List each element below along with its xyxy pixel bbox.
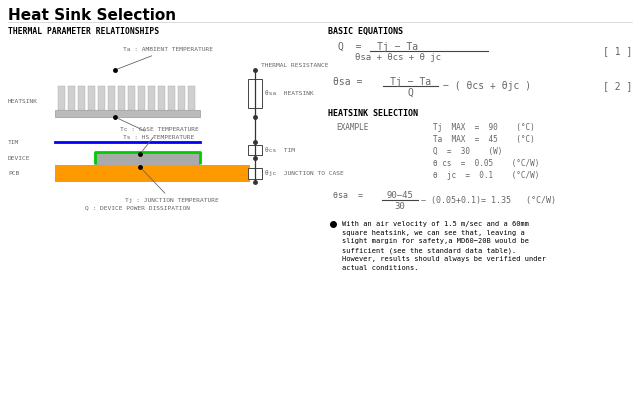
- Bar: [108, 86, 115, 110]
- Text: Tj − Ta: Tj − Ta: [390, 77, 431, 87]
- Text: DEVICE: DEVICE: [8, 156, 31, 161]
- Text: Q : DEVICE POWER DISSIPATION: Q : DEVICE POWER DISSIPATION: [85, 206, 190, 210]
- Text: θsa  =: θsa =: [333, 191, 363, 200]
- Text: 90−45: 90−45: [387, 191, 413, 200]
- Bar: [248, 168, 262, 178]
- Bar: [128, 86, 135, 110]
- Bar: [248, 80, 262, 108]
- Bar: [118, 86, 125, 110]
- Bar: [55, 165, 250, 182]
- Bar: [58, 86, 65, 110]
- Text: Ta : AMBIENT TEMPERATURE: Ta : AMBIENT TEMPERATURE: [118, 47, 213, 69]
- Text: [ 2 ]: [ 2 ]: [603, 81, 632, 91]
- Text: Tj − Ta: Tj − Ta: [378, 42, 419, 52]
- Text: Tj : JUNCTION TEMPERATURE: Tj : JUNCTION TEMPERATURE: [125, 169, 219, 203]
- Bar: [148, 86, 155, 110]
- Text: Tc : CASE TEMPERATURE: Tc : CASE TEMPERATURE: [120, 127, 199, 152]
- Text: TIM: TIM: [8, 140, 19, 144]
- Text: [ 1 ]: [ 1 ]: [603, 46, 632, 56]
- Text: THERMAL RESISTANCE: THERMAL RESISTANCE: [261, 63, 328, 68]
- Text: HEATSINK: HEATSINK: [8, 99, 38, 104]
- Text: θjc  JUNCTION TO CASE: θjc JUNCTION TO CASE: [265, 170, 344, 176]
- Text: − (0.05+0.1)= 1.35   (°C/W): − (0.05+0.1)= 1.35 (°C/W): [421, 196, 556, 204]
- Bar: [88, 86, 95, 110]
- Bar: [178, 86, 185, 110]
- Text: With an air velocity of 1.5 m/sec and a 60mm
square heatsink, we can see that, l: With an air velocity of 1.5 m/sec and a …: [342, 221, 546, 271]
- Bar: [138, 86, 145, 110]
- Text: Ta  MAX  =  45    (°C): Ta MAX = 45 (°C): [433, 135, 535, 144]
- Text: HEATSINK SELECTION: HEATSINK SELECTION: [328, 109, 418, 118]
- Bar: [68, 86, 75, 110]
- Text: 30: 30: [395, 202, 405, 211]
- Bar: [78, 86, 85, 110]
- Text: θsa  HEATSINK: θsa HEATSINK: [265, 91, 314, 96]
- Text: Tj  MAX  =  90    (°C): Tj MAX = 90 (°C): [433, 123, 535, 132]
- Text: THERMAL PARAMETER RELATIONSHIPS: THERMAL PARAMETER RELATIONSHIPS: [8, 27, 159, 36]
- Text: θcs  TIM: θcs TIM: [265, 148, 295, 152]
- Text: Heat Sink Selection: Heat Sink Selection: [8, 8, 176, 23]
- Text: EXAMPLE: EXAMPLE: [336, 123, 369, 132]
- Text: Ts : HS TEMPERATURE: Ts : HS TEMPERATURE: [118, 118, 195, 140]
- Bar: [168, 86, 175, 110]
- Text: Q  =: Q =: [338, 42, 362, 52]
- Text: − ( θcs + θjc ): − ( θcs + θjc ): [443, 81, 531, 91]
- Bar: [158, 86, 165, 110]
- Text: BASIC EQUATIONS: BASIC EQUATIONS: [328, 27, 403, 36]
- Bar: [95, 152, 200, 165]
- Text: PCB: PCB: [8, 171, 19, 176]
- Text: Q  =  30    (W): Q = 30 (W): [433, 147, 502, 156]
- Text: θ  jc  =  0.1    (°C/W): θ jc = 0.1 (°C/W): [433, 171, 540, 180]
- Bar: [188, 86, 195, 110]
- Bar: [248, 145, 262, 155]
- Text: θsa + θcs + θ jc: θsa + θcs + θ jc: [355, 53, 441, 62]
- Text: θ cs  =  0.05    (°C/W): θ cs = 0.05 (°C/W): [433, 159, 540, 168]
- Bar: [98, 86, 105, 110]
- Bar: [55, 110, 200, 117]
- Text: θsa =: θsa =: [333, 77, 362, 87]
- Text: Q: Q: [408, 88, 413, 98]
